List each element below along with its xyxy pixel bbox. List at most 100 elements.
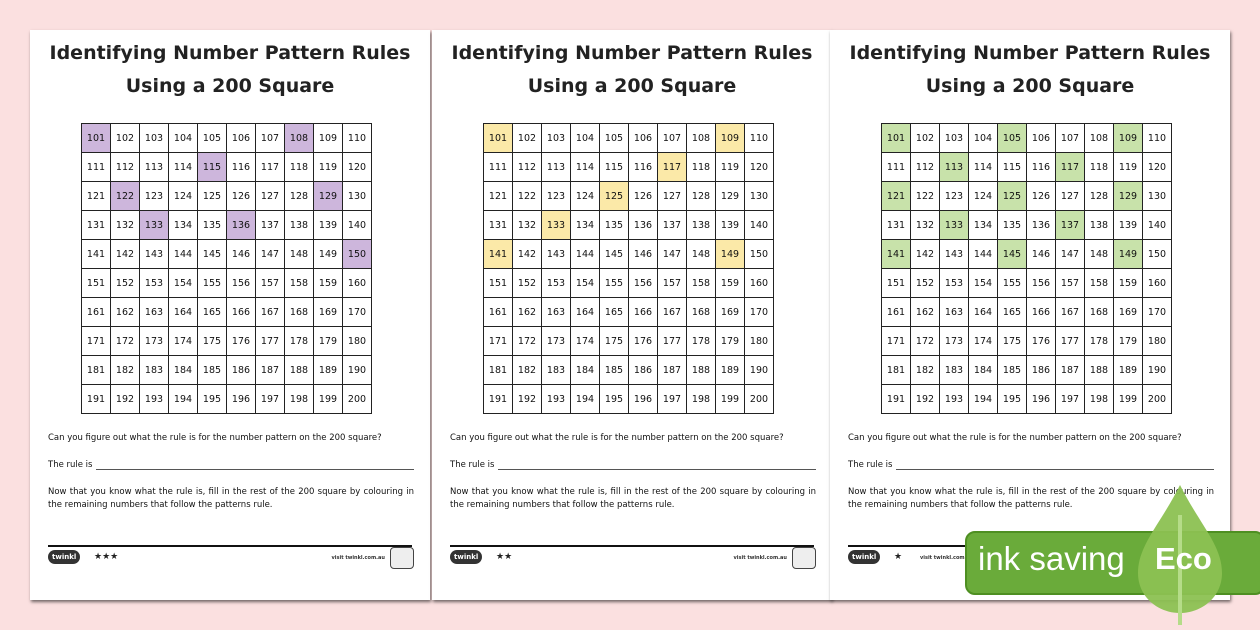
grid-cell[interactable]: 123 [139,181,169,211]
grid-cell[interactable]: 103 [541,123,571,153]
grid-cell[interactable]: 170 [744,297,774,327]
grid-cell[interactable]: 154 [968,268,998,298]
grid-cell[interactable]: 114 [968,152,998,182]
grid-cell[interactable]: 145 [997,239,1027,269]
grid-cell[interactable]: 173 [139,326,169,356]
grid-cell[interactable]: 106 [1026,123,1056,153]
grid-cell[interactable]: 167 [255,297,285,327]
grid-cell[interactable]: 175 [599,326,629,356]
grid-cell[interactable]: 193 [139,384,169,414]
grid-cell[interactable]: 104 [968,123,998,153]
grid-cell[interactable]: 120 [1142,152,1172,182]
grid-cell[interactable]: 184 [570,355,600,385]
grid-cell[interactable]: 191 [483,384,513,414]
grid-cell[interactable]: 199 [1113,384,1143,414]
grid-cell[interactable]: 127 [255,181,285,211]
grid-cell[interactable]: 184 [168,355,198,385]
grid-cell[interactable]: 149 [1113,239,1143,269]
grid-cell[interactable]: 139 [1113,210,1143,240]
grid-cell[interactable]: 144 [168,239,198,269]
grid-cell[interactable]: 147 [657,239,687,269]
grid-cell[interactable]: 148 [284,239,314,269]
grid-cell[interactable]: 196 [1026,384,1056,414]
grid-cell[interactable]: 183 [939,355,969,385]
grid-cell[interactable]: 153 [139,268,169,298]
grid-cell[interactable]: 118 [284,152,314,182]
grid-cell[interactable]: 179 [313,326,343,356]
grid-cell[interactable]: 121 [81,181,111,211]
grid-cell[interactable]: 128 [1084,181,1114,211]
grid-cell[interactable]: 184 [968,355,998,385]
grid-cell[interactable]: 137 [657,210,687,240]
grid-cell[interactable]: 193 [541,384,571,414]
grid-cell[interactable]: 175 [197,326,227,356]
grid-cell[interactable]: 168 [1084,297,1114,327]
grid-cell[interactable]: 133 [541,210,571,240]
grid-cell[interactable]: 196 [628,384,658,414]
grid-cell[interactable]: 115 [197,152,227,182]
grid-cell[interactable]: 185 [997,355,1027,385]
grid-cell[interactable]: 130 [342,181,372,211]
grid-cell[interactable]: 174 [570,326,600,356]
grid-cell[interactable]: 182 [110,355,140,385]
grid-cell[interactable]: 154 [570,268,600,298]
grid-cell[interactable]: 141 [881,239,911,269]
grid-cell[interactable]: 168 [686,297,716,327]
grid-cell[interactable]: 160 [744,268,774,298]
grid-cell[interactable]: 121 [483,181,513,211]
grid-cell[interactable]: 122 [512,181,542,211]
grid-cell[interactable]: 154 [168,268,198,298]
grid-cell[interactable]: 156 [1026,268,1056,298]
grid-cell[interactable]: 103 [939,123,969,153]
grid-cell[interactable]: 173 [541,326,571,356]
grid-cell[interactable]: 105 [197,123,227,153]
grid-cell[interactable]: 163 [939,297,969,327]
grid-cell[interactable]: 145 [599,239,629,269]
grid-cell[interactable]: 108 [1084,123,1114,153]
grid-cell[interactable]: 165 [997,297,1027,327]
grid-cell[interactable]: 157 [1055,268,1085,298]
grid-cell[interactable]: 107 [255,123,285,153]
grid-cell[interactable]: 169 [715,297,745,327]
grid-cell[interactable]: 192 [512,384,542,414]
grid-cell[interactable]: 160 [342,268,372,298]
grid-cell[interactable]: 135 [197,210,227,240]
grid-cell[interactable]: 111 [483,152,513,182]
grid-cell[interactable]: 124 [968,181,998,211]
grid-cell[interactable]: 186 [628,355,658,385]
grid-cell[interactable]: 183 [139,355,169,385]
answer-line[interactable] [896,460,1214,470]
grid-cell[interactable]: 200 [342,384,372,414]
grid-cell[interactable]: 137 [1055,210,1085,240]
grid-cell[interactable]: 123 [939,181,969,211]
grid-cell[interactable]: 169 [313,297,343,327]
grid-cell[interactable]: 136 [628,210,658,240]
grid-cell[interactable]: 164 [570,297,600,327]
grid-cell[interactable]: 142 [512,239,542,269]
grid-cell[interactable]: 141 [81,239,111,269]
grid-cell[interactable]: 142 [110,239,140,269]
grid-cell[interactable]: 114 [570,152,600,182]
grid-cell[interactable]: 181 [483,355,513,385]
grid-cell[interactable]: 136 [1026,210,1056,240]
grid-cell[interactable]: 152 [110,268,140,298]
grid-cell[interactable]: 175 [997,326,1027,356]
grid-cell[interactable]: 158 [284,268,314,298]
grid-cell[interactable]: 172 [512,326,542,356]
answer-line[interactable] [498,460,816,470]
grid-cell[interactable]: 198 [686,384,716,414]
grid-cell[interactable]: 116 [628,152,658,182]
grid-cell[interactable]: 112 [512,152,542,182]
grid-cell[interactable]: 148 [686,239,716,269]
grid-cell[interactable]: 117 [1055,152,1085,182]
grid-cell[interactable]: 126 [628,181,658,211]
grid-cell[interactable]: 104 [168,123,198,153]
grid-cell[interactable]: 151 [881,268,911,298]
grid-cell[interactable]: 124 [570,181,600,211]
grid-cell[interactable]: 198 [284,384,314,414]
grid-cell[interactable]: 107 [657,123,687,153]
grid-cell[interactable]: 109 [715,123,745,153]
grid-cell[interactable]: 146 [628,239,658,269]
grid-cell[interactable]: 166 [1026,297,1056,327]
grid-cell[interactable]: 119 [715,152,745,182]
